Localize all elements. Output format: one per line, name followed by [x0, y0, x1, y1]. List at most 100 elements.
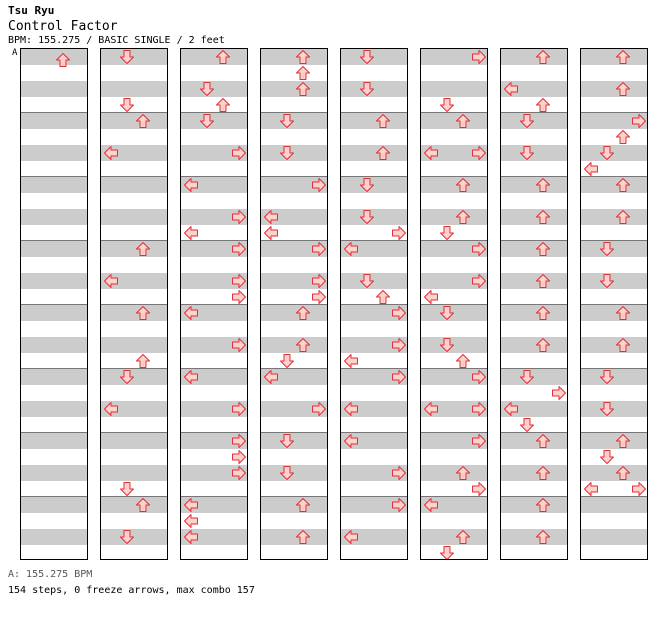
arrow-left-icon [184, 498, 198, 512]
arrow-right-icon [632, 482, 646, 496]
beat-band [101, 273, 167, 289]
arrow-up-icon [616, 434, 630, 448]
arrow-up-icon [616, 178, 630, 192]
beat-band [101, 113, 167, 129]
beat-band [501, 465, 567, 481]
arrow-up-icon [296, 498, 310, 512]
measure-line [261, 240, 327, 241]
arrow-up-icon [456, 466, 470, 480]
measure-line [501, 240, 567, 241]
measure-line [181, 368, 247, 369]
beat-band [261, 209, 327, 225]
beat-band [421, 113, 487, 129]
beat-band [341, 465, 407, 481]
arrow-down-icon [280, 354, 294, 368]
measure-line [181, 176, 247, 177]
beat-band [101, 465, 167, 481]
beat-band [341, 241, 407, 257]
arrow-up-icon [136, 354, 150, 368]
beat-band [261, 529, 327, 545]
beat-band [421, 177, 487, 193]
arrow-up-icon [536, 434, 550, 448]
measure-line [21, 368, 87, 369]
arrow-down-icon [600, 242, 614, 256]
arrow-up-icon [296, 66, 310, 80]
beat-band [421, 433, 487, 449]
beat-band [21, 145, 87, 161]
arrow-down-icon [120, 98, 134, 112]
beat-band [101, 177, 167, 193]
beat-band [581, 305, 647, 321]
arrow-left-icon [424, 402, 438, 416]
arrow-up-icon [376, 146, 390, 160]
arrow-up-icon [456, 114, 470, 128]
beat-band [21, 241, 87, 257]
beat-band [261, 273, 327, 289]
arrow-down-icon [600, 450, 614, 464]
beat-band [21, 369, 87, 385]
arrow-down-icon [440, 338, 454, 352]
beat-band [341, 433, 407, 449]
beat-band [181, 401, 247, 417]
beat-band [181, 497, 247, 513]
arrow-left-icon [344, 530, 358, 544]
beat-band [581, 81, 647, 97]
arrow-left-icon [264, 210, 278, 224]
arrow-down-icon [600, 370, 614, 384]
arrow-down-icon [520, 370, 534, 384]
beat-band [181, 145, 247, 161]
beat-band [501, 305, 567, 321]
beat-band [421, 273, 487, 289]
arrow-right-icon [472, 402, 486, 416]
arrow-right-icon [392, 370, 406, 384]
measure-line [181, 432, 247, 433]
arrow-right-icon [232, 274, 246, 288]
beat-band [181, 433, 247, 449]
beat-band [261, 177, 327, 193]
arrow-up-icon [536, 274, 550, 288]
beat-band [581, 177, 647, 193]
beat-band [421, 465, 487, 481]
arrow-right-icon [472, 274, 486, 288]
beat-band [341, 497, 407, 513]
beat-band [101, 145, 167, 161]
beat-band [421, 241, 487, 257]
arrow-right-icon [472, 242, 486, 256]
beat-band [581, 497, 647, 513]
arrow-left-icon [344, 242, 358, 256]
arrow-up-icon [136, 306, 150, 320]
arrow-right-icon [392, 466, 406, 480]
arrow-down-icon [360, 274, 374, 288]
arrow-up-icon [616, 82, 630, 96]
beat-band [581, 433, 647, 449]
beat-band [261, 305, 327, 321]
measure-line [421, 176, 487, 177]
arrow-right-icon [472, 482, 486, 496]
arrow-up-icon [536, 498, 550, 512]
arrow-left-icon [424, 498, 438, 512]
beat-band [261, 81, 327, 97]
chart-meta: BPM: 155.275 / BASIC SINGLE / 2 feet [8, 35, 225, 46]
measure-line [421, 496, 487, 497]
arrow-right-icon [232, 466, 246, 480]
beat-band [101, 241, 167, 257]
beat-band [581, 209, 647, 225]
beat-band [501, 529, 567, 545]
beat-band [341, 113, 407, 129]
arrow-up-icon [296, 530, 310, 544]
beat-band [341, 337, 407, 353]
arrow-down-icon [200, 114, 214, 128]
measure-line [21, 432, 87, 433]
beat-band [181, 305, 247, 321]
arrow-down-icon [360, 50, 374, 64]
arrow-down-icon [120, 482, 134, 496]
beat-band [421, 145, 487, 161]
beat-band [501, 497, 567, 513]
arrow-right-icon [552, 386, 566, 400]
measure-line [261, 304, 327, 305]
beat-band [101, 401, 167, 417]
measure-line [21, 304, 87, 305]
arrow-right-icon [232, 338, 246, 352]
beat-band [181, 177, 247, 193]
arrow-down-icon [600, 146, 614, 160]
